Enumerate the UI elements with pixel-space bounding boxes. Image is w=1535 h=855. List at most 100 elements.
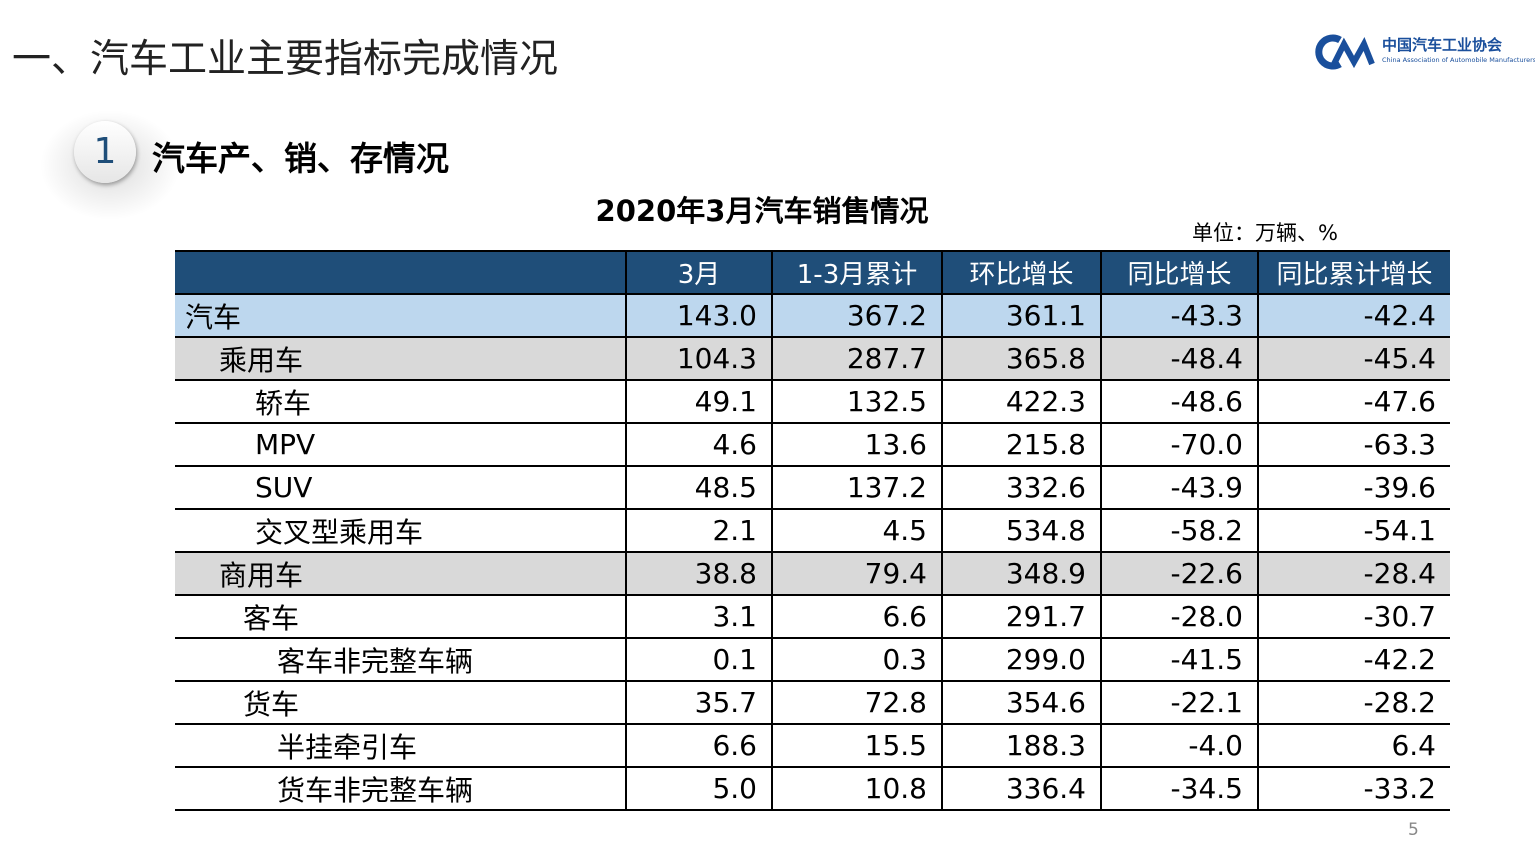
logo: 中国汽车工业协会 China Association of Automobile… — [1310, 34, 1535, 70]
cell: 291.7 — [941, 594, 1102, 639]
cell: -22.6 — [1100, 551, 1259, 596]
cell: -43.9 — [1100, 465, 1259, 510]
row-label: 乘用车 — [175, 336, 627, 381]
cell: 143.0 — [625, 293, 773, 338]
cell: -22.1 — [1100, 680, 1259, 725]
row-label: 商用车 — [175, 551, 627, 596]
column-header: 同比增长 — [1100, 250, 1259, 295]
table: 3月 1-3月累计 环比增长 同比增长 同比累计增长 汽车 143.0 367.2 361.1-… — [175, 250, 1450, 811]
table-row: 汽车 143.0 367.2 361.1 -43.3 -42.4 — [175, 293, 1450, 338]
cell: 4.6 — [625, 422, 773, 467]
slide-title: 一、汽车工业主要指标完成情况 — [12, 37, 559, 82]
table-row: 客车 3.1 6.6 291.7 -28.0 -30.7 — [175, 594, 1450, 639]
cell: 287.7 — [771, 336, 943, 381]
table-row: 轿车 49.1 132.5 422.3 -48.6 -47.6 — [175, 379, 1450, 424]
cell: 132.5 — [771, 379, 943, 424]
unit: 单位：万辆、% — [1192, 221, 1338, 245]
cell: -28.4 — [1257, 551, 1450, 596]
cell: -30.7 — [1257, 594, 1450, 639]
cell: 354.6 — [941, 680, 1102, 725]
cell: 137.2 — [771, 465, 943, 510]
cell: 6.6 — [771, 594, 943, 639]
row-label: 货车非完整车辆 — [175, 766, 627, 811]
cell: -34.5 — [1100, 766, 1259, 811]
column-header — [175, 250, 627, 295]
cell: 188.3 — [941, 723, 1102, 768]
table-title: 2020年3月汽车销售情况 — [595, 194, 929, 228]
cell: 6.4 — [1257, 723, 1450, 768]
row-label: 汽车 — [175, 293, 627, 338]
table-row: 货车非完整车辆 5.0 10.8 336.4 -34.5 -33.2 — [175, 766, 1450, 811]
cell: -58.2 — [1100, 508, 1259, 553]
row-label: 交叉型乘用车 — [175, 508, 627, 553]
cell: 332.6 — [941, 465, 1102, 510]
column-header: 3月 — [625, 250, 773, 295]
row-label: 半挂牵引车 — [175, 723, 627, 768]
cell: 72.8 — [771, 680, 943, 725]
cell: 6.6 — [625, 723, 773, 768]
cell: -28.0 — [1100, 594, 1259, 639]
cell: -42.4 — [1257, 293, 1450, 338]
cell: 534.8 — [941, 508, 1102, 553]
cell: 215.8 — [941, 422, 1102, 467]
cell: -28.2 — [1257, 680, 1450, 725]
cell: 35.7 — [625, 680, 773, 725]
header-row: 3月 1-3月累计 环比增长 同比增长 同比累计增长 — [175, 250, 1450, 295]
cell: 3.1 — [625, 594, 773, 639]
table-row: 交叉型乘用车 2.1 4.5 534.8 -58.2 -54.1 — [175, 508, 1450, 553]
cell: 13.6 — [771, 422, 943, 467]
cell: -33.2 — [1257, 766, 1450, 811]
section-number: 1 — [74, 121, 136, 183]
cell: -48.6 — [1100, 379, 1259, 424]
cell: -41.5 — [1100, 637, 1259, 682]
logo-mark — [1315, 34, 1375, 70]
cell: 348.9 — [941, 551, 1102, 596]
cell: 4.5 — [771, 508, 943, 553]
cell: -4.0 — [1100, 723, 1259, 768]
cell: -42.2 — [1257, 637, 1450, 682]
cell: -47.6 — [1257, 379, 1450, 424]
row-label: 客车非完整车辆 — [175, 637, 627, 682]
column-header: 1-3月累计 — [771, 250, 943, 295]
cell: 49.1 — [625, 379, 773, 424]
table-row: 客车非完整车辆 0.1 0.3 299.0 -41.5 -42.2 — [175, 637, 1450, 682]
cell: 10.8 — [771, 766, 943, 811]
cell: 361.1 — [941, 293, 1102, 338]
cell: 0.1 — [625, 637, 773, 682]
cell: 299.0 — [941, 637, 1102, 682]
cell: 365.8 — [941, 336, 1102, 381]
row-label: MPV — [175, 422, 627, 467]
section-title: 汽车产、销、存情况 — [152, 139, 449, 178]
cell: 367.2 — [771, 293, 943, 338]
cell: 15.5 — [771, 723, 943, 768]
cell: -43.3 — [1100, 293, 1259, 338]
table-row: 乘用车 104.3 287.7 365.8 -48.4 -45.4 — [175, 336, 1450, 381]
row-label: 轿车 — [175, 379, 627, 424]
cell: 38.8 — [625, 551, 773, 596]
cell: 422.3 — [941, 379, 1102, 424]
cell: -63.3 — [1257, 422, 1450, 467]
cell: 0.3 — [771, 637, 943, 682]
logo-cn: 中国汽车工业协会 — [1382, 36, 1503, 54]
row-label: 客车 — [175, 594, 627, 639]
cell: -45.4 — [1257, 336, 1450, 381]
table-row: SUV 48.5 137.2 332.6 -43.9 -39.6 — [175, 465, 1450, 510]
cell: 336.4 — [941, 766, 1102, 811]
logo-en: China Association of Automobile Manufact… — [1382, 56, 1535, 64]
cell: -48.4 — [1100, 336, 1259, 381]
row-label: SUV — [175, 465, 627, 510]
cell: -54.1 — [1257, 508, 1450, 553]
cell: 5.0 — [625, 766, 773, 811]
cell: 79.4 — [771, 551, 943, 596]
cell: 2.1 — [625, 508, 773, 553]
cell: 48.5 — [625, 465, 773, 510]
row-label: 货车 — [175, 680, 627, 725]
table-row: MPV 4.6 13.6 215.8 -70.0 -63.3 — [175, 422, 1450, 467]
table-row: 商用车 38.8 79.4 348.9 -22.6 -28.4 — [175, 551, 1450, 596]
table-row: 货车 35.7 72.8 354.6 -22.1 -28.2 — [175, 680, 1450, 725]
cell: 104.3 — [625, 336, 773, 381]
column-header: 环比增长 — [941, 250, 1102, 295]
page-number: 5 — [1408, 820, 1419, 840]
cell: -70.0 — [1100, 422, 1259, 467]
